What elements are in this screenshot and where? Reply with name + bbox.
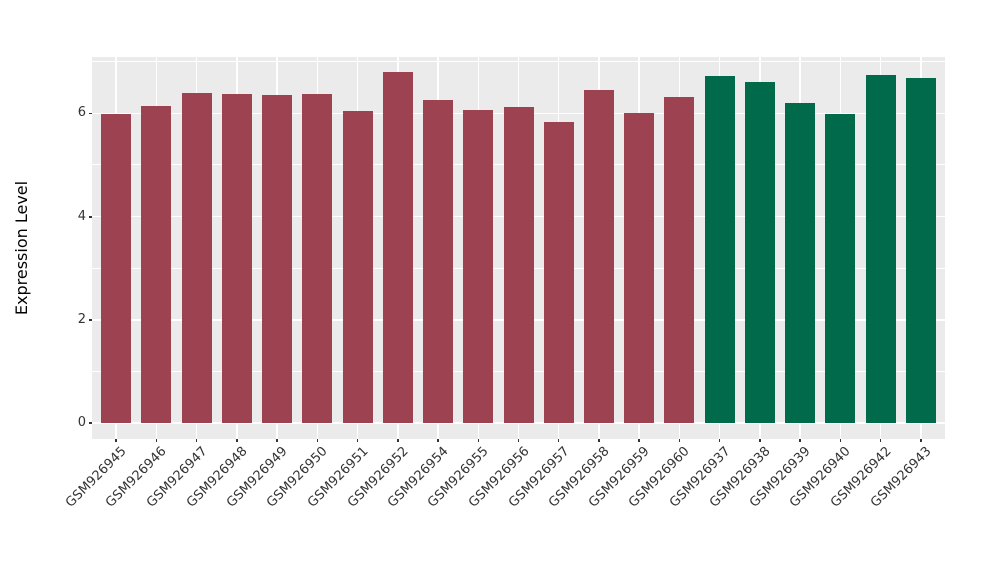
bar-GSM926954 bbox=[423, 99, 454, 423]
x-tick-mark bbox=[316, 439, 319, 442]
bar-GSM926938 bbox=[744, 81, 775, 423]
bar-GSM926937 bbox=[704, 75, 735, 423]
x-tick-mark bbox=[356, 439, 359, 442]
x-tick-mark bbox=[477, 439, 479, 442]
x-tick-mark bbox=[718, 439, 721, 442]
bar-GSM926948 bbox=[221, 93, 252, 423]
bar-GSM926950 bbox=[302, 93, 333, 423]
y-tick-mark bbox=[89, 216, 92, 218]
bar-GSM926949 bbox=[262, 94, 293, 423]
x-tick-mark bbox=[437, 439, 439, 442]
bar-GSM926942 bbox=[865, 75, 896, 423]
y-tick-label: 0 bbox=[77, 414, 86, 430]
y-axis-title: Expression Level bbox=[12, 180, 31, 316]
x-tick-mark bbox=[276, 439, 278, 442]
y-tick-label: 2 bbox=[77, 311, 86, 327]
x-tick-mark bbox=[195, 439, 198, 442]
y-tick-mark bbox=[89, 422, 92, 424]
x-tick-mark bbox=[920, 439, 922, 442]
gridline-minor bbox=[92, 61, 945, 63]
bar-GSM926955 bbox=[463, 109, 494, 423]
bar-GSM926946 bbox=[141, 106, 172, 423]
bar-GSM926959 bbox=[624, 112, 655, 423]
x-tick-mark bbox=[517, 439, 520, 442]
bar-GSM926939 bbox=[785, 102, 816, 423]
bar-GSM926940 bbox=[825, 113, 856, 423]
bar-GSM926951 bbox=[342, 111, 373, 423]
x-tick-mark bbox=[799, 439, 801, 442]
y-tick-label: 4 bbox=[77, 208, 86, 224]
x-tick-mark bbox=[759, 439, 761, 442]
y-tick-mark bbox=[89, 112, 92, 115]
x-tick-label: GSM926943 bbox=[867, 444, 935, 511]
x-tick-mark bbox=[638, 439, 640, 442]
x-tick-mark bbox=[598, 439, 600, 442]
x-tick-mark bbox=[557, 439, 560, 442]
plot-panel bbox=[92, 57, 945, 439]
bar-GSM926943 bbox=[905, 78, 936, 423]
x-tick-mark bbox=[155, 439, 158, 442]
x-tick-mark bbox=[678, 439, 681, 442]
y-tick-label: 6 bbox=[77, 105, 86, 121]
x-tick-mark bbox=[839, 439, 842, 442]
bar-GSM926945 bbox=[101, 114, 132, 423]
bar-GSM926957 bbox=[543, 122, 574, 423]
x-tick-mark bbox=[115, 439, 117, 442]
bar-GSM926947 bbox=[181, 92, 212, 423]
bar-GSM926960 bbox=[664, 97, 695, 423]
x-tick-mark bbox=[397, 439, 399, 442]
bar-GSM926952 bbox=[382, 72, 413, 423]
bar-GSM926958 bbox=[583, 90, 614, 423]
y-tick-mark bbox=[89, 319, 92, 321]
x-tick-mark bbox=[879, 439, 882, 442]
x-tick-mark bbox=[236, 439, 238, 442]
gridline-major bbox=[92, 422, 945, 424]
bar-GSM926956 bbox=[503, 107, 534, 423]
